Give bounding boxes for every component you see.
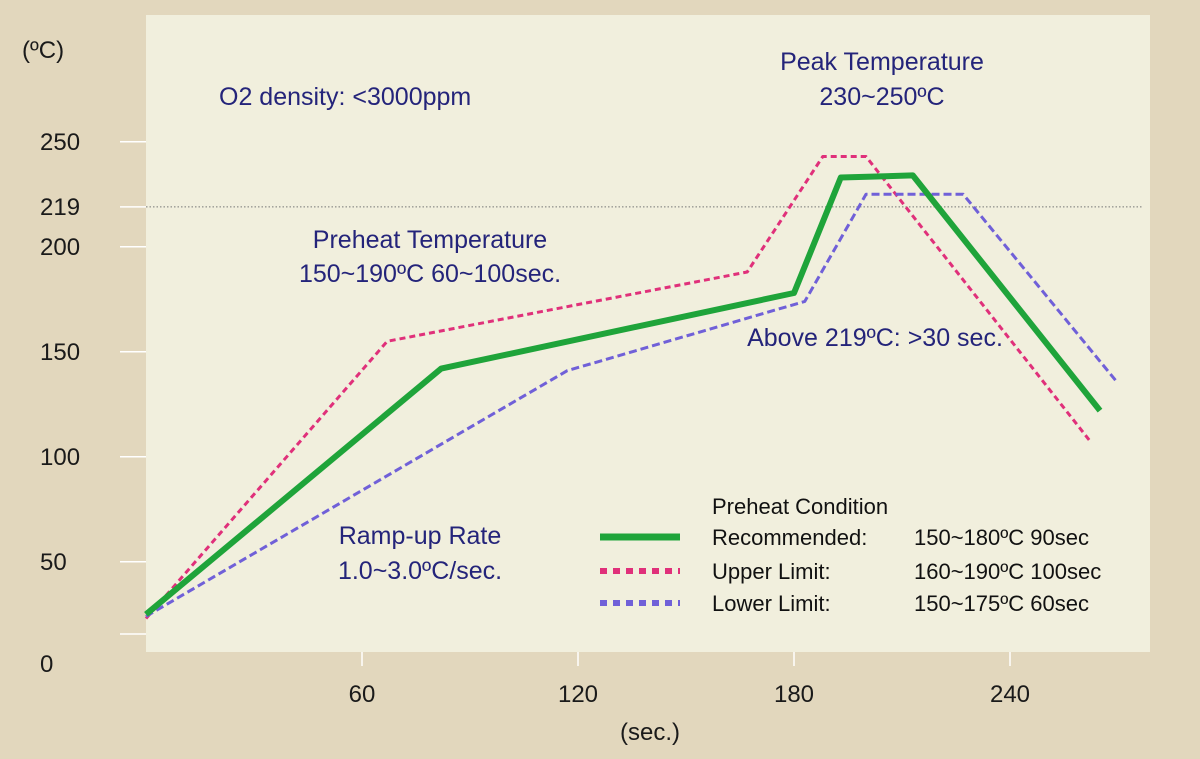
x-tick-label: 120 bbox=[558, 681, 598, 708]
y-tick-label: 250 bbox=[40, 129, 80, 156]
legend-entry-name: Upper Limit: bbox=[712, 559, 831, 584]
y-tick-label: 150 bbox=[40, 339, 80, 366]
y-tick-label: 200 bbox=[40, 234, 80, 261]
annotation-1: Peak Temperature bbox=[780, 48, 984, 76]
x-tick-label: 240 bbox=[990, 681, 1030, 708]
annotation-6: Ramp-up Rate bbox=[339, 522, 502, 550]
legend-entry-condition: 150~180ºC 90sec bbox=[914, 525, 1089, 550]
x-axis-unit-label: (sec.) bbox=[620, 719, 680, 746]
annotation-0: O2 density: <3000ppm bbox=[219, 83, 471, 111]
x-tick-label: 60 bbox=[349, 681, 376, 708]
legend-entry-condition: 150~175ºC 60sec bbox=[914, 591, 1089, 616]
legend-entry-name: Recommended: bbox=[712, 525, 867, 550]
y-tick-label: 100 bbox=[40, 444, 80, 471]
annotation-5: Above 219ºC: >30 sec. bbox=[747, 324, 1003, 352]
y-tick-label: 50 bbox=[40, 549, 67, 576]
y-tick-label: 0 bbox=[40, 651, 53, 678]
legend-title: Preheat Condition bbox=[712, 494, 888, 519]
annotation-2: 230~250ºC bbox=[819, 83, 944, 111]
series-line-lowerlimit bbox=[145, 192, 1120, 618]
y-tick-label: 219 bbox=[40, 194, 80, 221]
legend-entry-name: Lower Limit: bbox=[712, 591, 831, 616]
annotation-7: 1.0~3.0ºC/sec. bbox=[338, 557, 502, 585]
annotation-3: Preheat Temperature bbox=[313, 226, 547, 254]
annotation-4: 150~190ºC 60~100sec. bbox=[299, 260, 561, 288]
series-line-recommended bbox=[144, 172, 1103, 617]
series-line-upperlimit bbox=[144, 155, 1091, 620]
plot-area bbox=[146, 15, 1150, 652]
x-tick-label: 180 bbox=[774, 681, 814, 708]
legend-entry-condition: 160~190ºC 100sec bbox=[914, 559, 1101, 584]
y-axis-unit-label: (ºC) bbox=[22, 37, 64, 64]
